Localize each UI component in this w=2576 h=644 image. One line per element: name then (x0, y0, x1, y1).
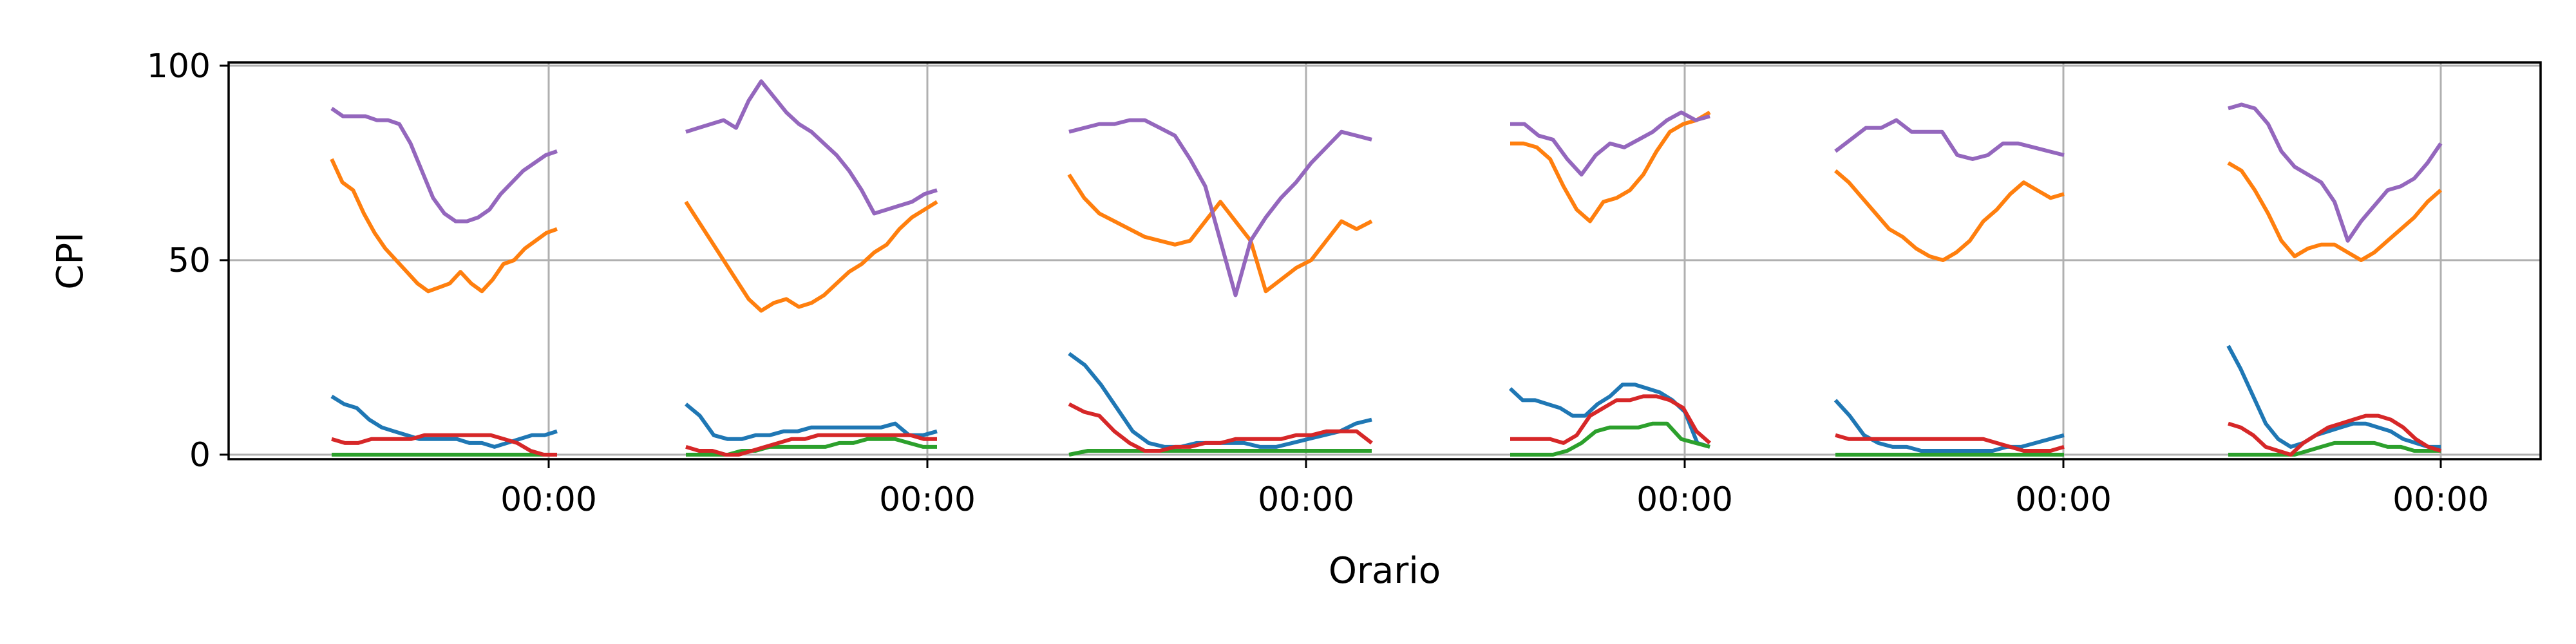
series-line-seg5-s2 (1834, 169, 2065, 262)
axes: 0 50 100 00:00 00:00 00:00 00:00 00:00 00:00 (147, 47, 2489, 519)
series-line-seg6-s1 (2226, 345, 2441, 449)
x-tick-label: 00:00 (879, 480, 976, 519)
x-tick-label: 00:00 (2392, 480, 2489, 519)
series-line-seg3-s3 (1068, 449, 1372, 457)
series-line-seg4-s4 (1510, 394, 1711, 445)
series-line-seg3-s2 (1067, 173, 1373, 294)
series-line-seg6-s2 (2227, 161, 2442, 262)
series-line-seg5-s5 (1834, 118, 2065, 161)
series-line-seg4-s2 (1510, 110, 1711, 223)
x-tick-label: 00:00 (500, 480, 597, 519)
series-line-seg1-s5 (330, 106, 558, 223)
x-axis-label: Orario (1329, 550, 1441, 592)
series-line-seg3-s4 (1068, 402, 1373, 453)
y-tick-label: 0 (189, 436, 211, 475)
series-line-seg1-s2 (330, 158, 558, 294)
series-line-seg3-s5 (1068, 118, 1372, 298)
series-line-seg1-s4 (331, 433, 557, 457)
series-line-seg5-s4 (1835, 433, 2065, 453)
y-axis-label: CPI (50, 232, 91, 289)
series-line-seg2-s4 (685, 433, 937, 457)
x-tick-label: 00:00 (1258, 480, 1354, 519)
series-line-seg4-s3 (1510, 421, 1710, 457)
y-tick-label: 50 (168, 242, 211, 280)
x-tick-label: 00:00 (2015, 480, 2112, 519)
series-line-seg2-s2 (684, 200, 938, 313)
x-tick-label: 00:00 (1636, 480, 1733, 519)
series-line-seg2-s1 (685, 402, 938, 441)
data-series (330, 79, 2443, 457)
series-line-seg6-s5 (2228, 102, 2443, 243)
series-line-seg1-s1 (330, 394, 558, 449)
series-line-seg4-s5 (1510, 110, 1710, 177)
series-line-seg2-s5 (685, 79, 938, 216)
series-line-seg6-s4 (2228, 413, 2441, 457)
y-tick-label: 100 (147, 47, 211, 86)
series-line-seg6-s3 (2228, 440, 2441, 457)
